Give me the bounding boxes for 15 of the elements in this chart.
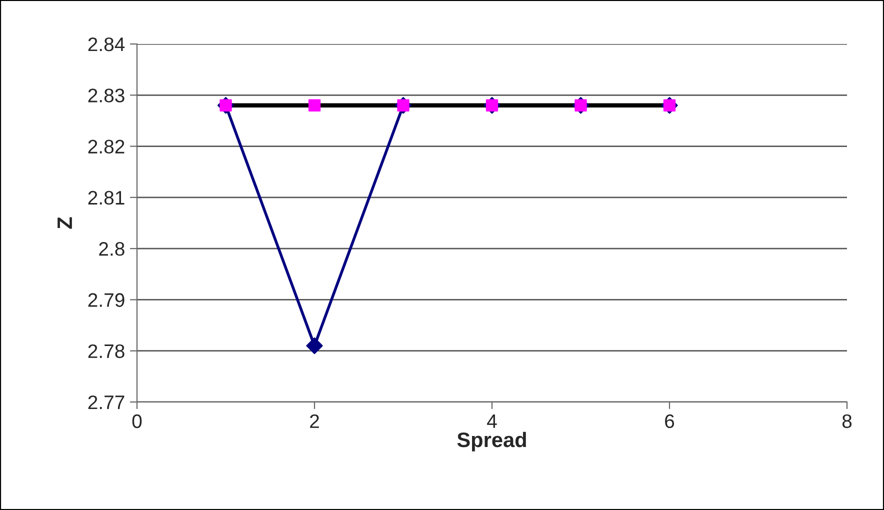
y-tick-label: 2.8 [99,242,124,256]
x-axis-title: Spread [457,432,526,452]
y-tick-label: 2.79 [88,293,124,307]
x-tick-label: 4 [487,414,497,428]
y-tick-label: 2.81 [88,190,124,205]
y-tick-label: 2.84 [88,37,125,52]
y-tick-label: 2.77 [88,395,124,410]
y-tick-label: 2.78 [88,344,124,358]
y-tick-label: 2.82 [88,140,124,154]
x-tick-label: 8 [842,414,852,428]
x-tick-label: 0 [132,414,142,428]
y-axis-title: Z [58,217,72,229]
x-tick-label: 6 [665,414,674,428]
x-tick-label: 2 [310,414,319,428]
y-tick-label: 2.83 [88,88,124,102]
